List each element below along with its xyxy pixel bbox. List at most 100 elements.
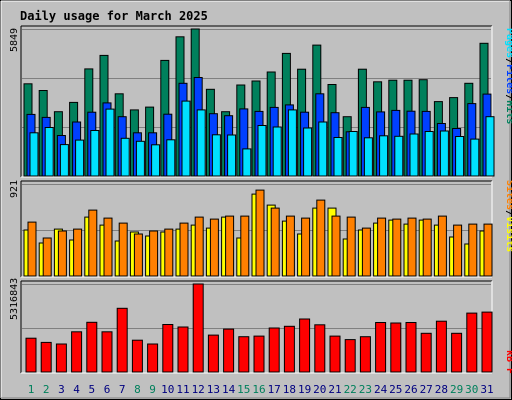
bar-pages-day-18 — [287, 109, 297, 177]
bar-kbytes-day-25 — [390, 322, 402, 373]
bar-kbytes-day-28 — [435, 320, 447, 373]
bar-sites-day-9 — [149, 230, 159, 277]
bar-kbytes-day-23 — [359, 336, 371, 373]
bar-pages-day-11 — [181, 100, 191, 177]
bar-sites-day-1 — [27, 221, 37, 277]
bar-pages-day-3 — [59, 144, 69, 177]
bar-pages-day-20 — [318, 121, 328, 177]
bar-kbytes-day-31 — [481, 311, 493, 373]
bar-kbytes-day-29 — [451, 332, 463, 373]
bar-sites-day-4 — [73, 228, 83, 277]
legend-visits: Visits — [504, 216, 512, 252]
day-label: 18 — [283, 383, 296, 396]
day-label: 22 — [344, 383, 357, 396]
bar-kbytes-day-27 — [420, 332, 432, 373]
bar-pages-day-4 — [75, 139, 85, 177]
bar-sites-day-5 — [88, 209, 98, 277]
bar-pages-day-13 — [211, 134, 221, 177]
bar-pages-day-8 — [135, 140, 145, 177]
bar-pages-day-16 — [257, 125, 267, 177]
bar-kbytes-day-15 — [238, 336, 250, 373]
day-label: 6 — [104, 383, 111, 396]
bar-kbytes-day-3 — [55, 343, 67, 373]
bar-pages-day-23 — [363, 137, 373, 177]
bar-pages-day-25 — [394, 135, 404, 177]
bar-sites-day-16 — [255, 189, 265, 277]
day-label: 24 — [374, 383, 388, 396]
bar-pages-day-10 — [166, 139, 176, 177]
bar-kbytes-day-12 — [192, 283, 204, 373]
bar-pages-day-17 — [272, 126, 282, 177]
day-label: 28 — [435, 383, 448, 396]
bar-sites-day-30 — [468, 223, 478, 277]
bar-pages-day-30 — [470, 138, 480, 177]
legend-files: Files — [504, 64, 512, 94]
day-labels: 1 2 3 4 5 6 7 8 9 10 11 12 13 14 15 16 17 18 19 20 21 22 23 24 2… — [28, 383, 494, 396]
day-label: 13 — [207, 383, 220, 396]
bar-kbytes-day-16 — [253, 335, 265, 373]
bar-sites-day-31 — [483, 223, 493, 277]
bar-sites-day-28 — [437, 215, 447, 277]
bar-kbytes-day-1 — [25, 337, 37, 373]
bar-kbytes-day-17 — [268, 327, 280, 373]
y-max-label: 5316843 — [9, 278, 20, 320]
bar-pages-day-27 — [424, 131, 434, 177]
bar-kbytes-day-20 — [314, 324, 326, 373]
day-label: 29 — [450, 383, 463, 396]
bar-kbytes-day-4 — [71, 331, 83, 373]
y-max-label: 5849 — [9, 28, 20, 52]
day-label: 10 — [161, 383, 174, 396]
day-label: 12 — [192, 383, 205, 396]
bar-kbytes-day-6 — [101, 331, 113, 373]
day-label: 20 — [313, 383, 326, 396]
bar-pages-day-12 — [196, 109, 206, 177]
bar-kbytes-day-18 — [283, 325, 295, 373]
bar-pages-day-26 — [409, 133, 419, 177]
chart-title: Daily usage for March 2025 — [20, 9, 208, 23]
bar-sites-day-10 — [164, 228, 174, 277]
bar-pages-day-14 — [227, 134, 237, 177]
bar-sites-day-29 — [453, 224, 463, 277]
day-label: 2 — [43, 383, 50, 396]
bar-sites-day-18 — [285, 215, 295, 277]
day-label: 7 — [119, 383, 126, 396]
bar-sites-day-17 — [270, 207, 280, 277]
legend-hits: Hits — [504, 100, 512, 124]
bar-pages-day-22 — [348, 131, 358, 177]
bar-kbytes-day-11 — [177, 326, 189, 373]
bar-sites-day-27 — [422, 218, 432, 277]
bar-sites-day-7 — [118, 222, 128, 277]
day-label: 8 — [134, 383, 141, 396]
bar-sites-day-23 — [361, 227, 371, 277]
bar-pages-day-6 — [105, 108, 115, 177]
bar-pages-day-21 — [333, 137, 343, 177]
bar-pages-day-2 — [44, 127, 54, 177]
day-label: 11 — [176, 383, 189, 396]
bar-kbytes-day-13 — [207, 334, 219, 373]
bar-kbytes-day-9 — [147, 343, 159, 373]
legend-pages: Pages — [504, 28, 512, 58]
bar-sites-day-2 — [42, 237, 52, 277]
panel-visits_sites: 921 — [9, 180, 493, 278]
bar-pages-day-31 — [485, 116, 495, 177]
bar-kbytes-day-10 — [162, 324, 174, 373]
day-label: 31 — [480, 383, 493, 396]
day-label: 26 — [404, 383, 417, 396]
day-label: 17 — [268, 383, 281, 396]
day-label: 23 — [359, 383, 372, 396]
legend-hits-pages: Pages/Files/Hits — [504, 28, 512, 124]
bar-kbytes-day-22 — [344, 339, 356, 373]
bar-pages-day-9 — [151, 144, 161, 177]
bar-pages-day-19 — [303, 127, 313, 177]
bar-sites-day-22 — [346, 216, 356, 277]
bar-sites-day-24 — [377, 217, 387, 277]
bar-pages-day-24 — [379, 135, 389, 177]
bar-sites-day-15 — [240, 215, 250, 277]
day-label: 19 — [298, 383, 311, 396]
day-label: 4 — [73, 383, 80, 396]
bar-sites-day-13 — [209, 218, 219, 277]
bar-sites-day-21 — [331, 215, 341, 277]
bar-kbytes-day-24 — [375, 322, 387, 373]
bar-sites-day-26 — [407, 217, 417, 277]
bar-sites-day-20 — [316, 199, 326, 277]
